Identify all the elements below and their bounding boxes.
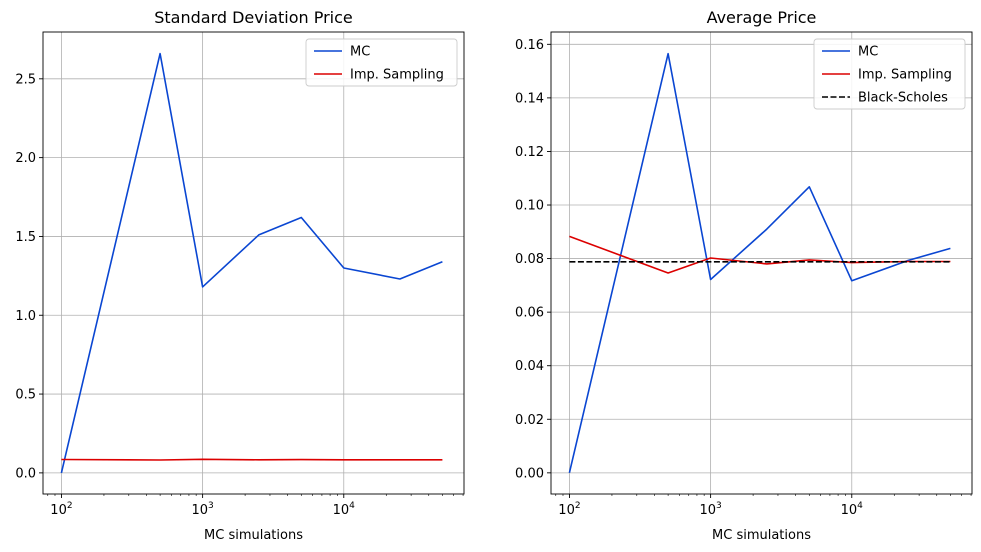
y-tick-label: 0.5 xyxy=(15,388,36,403)
axes-frame xyxy=(550,31,973,495)
y-tick-label: 1.5 xyxy=(15,230,36,245)
series-line-mc xyxy=(568,52,951,473)
y-tick-label: 0.02 xyxy=(515,413,544,428)
legend-label: MC xyxy=(350,45,370,60)
y-tick-label: 0.12 xyxy=(515,145,544,160)
legend-label: Black-Scholes xyxy=(858,91,948,106)
x-axis-label: MC simulations xyxy=(204,528,303,543)
legend: MC Imp. Sampling xyxy=(305,38,458,87)
x-tick-label: 102 xyxy=(50,501,72,518)
y-tick-label: 0.10 xyxy=(515,199,544,214)
y-tick-label: 0.04 xyxy=(515,359,544,374)
legend-label: Imp. Sampling xyxy=(858,68,952,83)
y-tick-label: 1.0 xyxy=(15,309,36,324)
y-tick-label: 2.5 xyxy=(15,72,36,87)
legend-box xyxy=(813,38,966,110)
series-line-imp-sampling xyxy=(61,458,443,461)
axes-frame xyxy=(42,31,465,495)
x-tick-label: 103 xyxy=(191,501,213,518)
x-axis-label: MC simulations xyxy=(712,528,811,543)
legend-label: MC xyxy=(858,45,878,60)
legend-box xyxy=(305,38,458,87)
y-tick-label: 2.0 xyxy=(15,151,36,166)
x-tick-label: 103 xyxy=(699,501,721,518)
x-tick-label: 104 xyxy=(333,501,356,518)
y-tick-label: 0.06 xyxy=(515,306,544,321)
y-tick-label: 0.14 xyxy=(515,91,544,106)
series-line-mc xyxy=(60,52,443,474)
chart-panel-1: 102 103 104 0.0 0.5 1.0 1.5 2.0 2.5 Standard Devi… xyxy=(15,8,465,543)
y-tick-label: 0.16 xyxy=(515,38,544,53)
x-tick-label: 104 xyxy=(841,501,864,518)
legend: MC Imp. Sampling Black-Scholes xyxy=(813,38,966,110)
series-line-imp-sampling xyxy=(569,235,951,274)
x-tick-label: 102 xyxy=(558,501,580,518)
y-tick-label: 0.08 xyxy=(515,252,544,267)
chart-title: Average Price xyxy=(707,8,817,27)
y-tick-label: 0.00 xyxy=(515,466,544,481)
chart-panel-2: 102 103 104 0.00 0.02 0.04 0.06 0.08 0.10 0.12 0.1… xyxy=(515,8,973,543)
y-tick-label: 0.0 xyxy=(15,466,36,481)
chart-title: Standard Deviation Price xyxy=(154,8,353,27)
legend-label: Imp. Sampling xyxy=(350,68,444,83)
